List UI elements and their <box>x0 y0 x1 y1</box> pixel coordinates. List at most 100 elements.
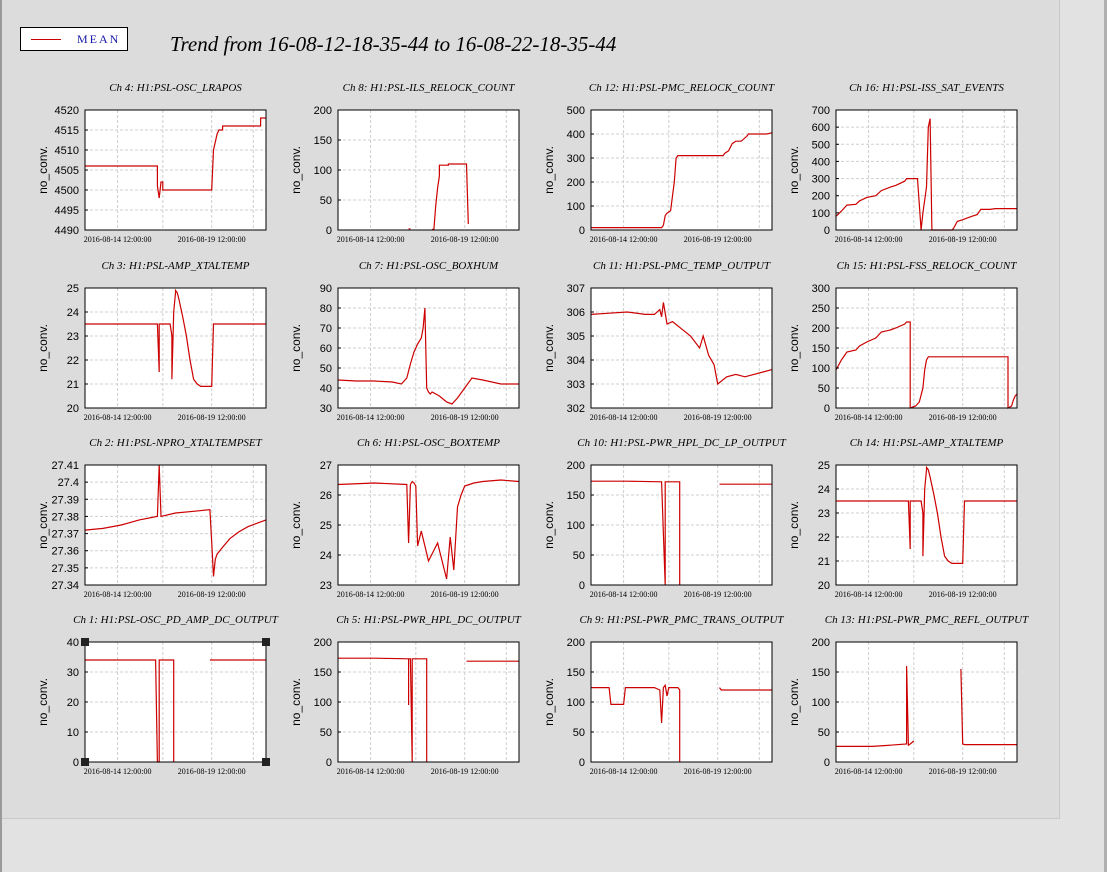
chart-panel-7[interactable]: Ch 11: H1:PSL-PMC_TEMP_OUTPUT 307 306 305 30… <box>542 260 773 422</box>
y-tick-label: 22 <box>818 532 830 544</box>
x-tick-label: 2016-08-14 12:00:00 <box>835 413 903 422</box>
y-tick-label: 200 <box>567 460 585 472</box>
y-tick-label: 20 <box>67 403 79 415</box>
y-axis-label: no_conv. <box>36 501 50 549</box>
x-tick-label: 2016-08-19 12:00:00 <box>178 413 246 422</box>
series-line-mean <box>835 118 1017 231</box>
series-line-mean <box>591 132 773 229</box>
y-tick-label: 700 <box>812 105 830 117</box>
x-tick-label: 2016-08-14 12:00:00 <box>84 235 152 244</box>
y-axis-label: no_conv. <box>787 146 801 194</box>
y-tick-label: 150 <box>812 667 830 679</box>
y-tick-label: 200 <box>812 323 830 335</box>
y-tick-label: 400 <box>812 156 830 168</box>
y-tick-label: 200 <box>812 637 830 649</box>
y-tick-label: 60 <box>320 343 332 355</box>
y-tick-label: 0 <box>579 225 585 237</box>
y-tick-label: 4515 <box>55 125 79 137</box>
y-tick-label: 20 <box>67 697 79 709</box>
chart-panel-11[interactable]: Ch 10: H1:PSL-PWR_HPL_DC_LP_OUTPUT 200 150… <box>542 437 787 599</box>
chart-panel-1[interactable]: Ch 4: H1:PSL-OSC_LRAPOS 4520 4515 4510 4505 4… <box>36 82 267 244</box>
chart-title: Ch 11: H1:PSL-PMC_TEMP_OUTPUT <box>593 260 771 272</box>
legend-label: MEAN <box>77 32 121 46</box>
series-line-mean <box>337 479 520 580</box>
y-tick-label: 100 <box>314 165 332 177</box>
y-tick-label: 26 <box>320 490 332 502</box>
series-line-mean <box>591 683 772 762</box>
chart-panel-3[interactable]: Ch 12: H1:PSL-PMC_RELOCK_COUNT 500 400 300 2… <box>542 82 775 244</box>
y-tick-label: 50 <box>320 363 332 375</box>
chart-panel-8[interactable]: Ch 15: H1:PSL-FSS_RELOCK_COUNT 300 250 200 1… <box>787 260 1018 422</box>
chart-title: Ch 16: H1:PSL-ISS_SAT_EVENTS <box>849 82 1004 94</box>
y-tick-label: 0 <box>824 225 830 237</box>
chart-panel-6[interactable]: Ch 7: H1:PSL-OSC_BOXHUM 90 80 70 60 50 40 30 no_… <box>289 260 520 422</box>
selection-handle[interactable] <box>262 638 270 646</box>
chart-panel-14[interactable]: Ch 5: H1:PSL-PWR_HPL_DC_OUTPUT 200 150 100 5… <box>289 614 522 776</box>
y-axis-label: no_conv. <box>36 146 50 194</box>
series-line-mean <box>85 117 266 199</box>
chart-panel-9[interactable]: Ch 2: H1:PSL-NPRO_XTALTEMPSET 27.41 27.4 27… <box>36 437 267 599</box>
y-tick-label: 30 <box>320 403 332 415</box>
x-tick-label: 2016-08-14 12:00:00 <box>835 235 903 244</box>
y-tick-label: 500 <box>812 139 830 151</box>
legend-line-swatch <box>31 39 61 40</box>
x-tick-label: 2016-08-14 12:00:00 <box>337 590 405 599</box>
y-tick-label: 150 <box>812 343 830 355</box>
chart-title: Ch 9: H1:PSL-PWR_PMC_TRANS_OUTPUT <box>579 614 784 626</box>
y-axis-label: no_conv. <box>787 324 801 372</box>
y-tick-label: 4490 <box>55 225 79 237</box>
chart-title: Ch 2: H1:PSL-NPRO_XTALTEMPSET <box>89 437 262 449</box>
x-tick-label: 2016-08-19 12:00:00 <box>684 235 752 244</box>
y-axis-label: no_conv. <box>542 501 556 549</box>
chart-panel-12[interactable]: Ch 14: H1:PSL-AMP_XTALTEMP 25 24 23 22 21 20 no… <box>787 437 1018 599</box>
series-line-mean <box>408 163 469 230</box>
y-axis-label: no_conv. <box>289 501 303 549</box>
y-tick-label: 304 <box>567 355 585 367</box>
x-tick-label: 2016-08-14 12:00:00 <box>590 590 658 599</box>
chart-panel-4[interactable]: Ch 16: H1:PSL-ISS_SAT_EVENTS 700 600 500 400… <box>787 82 1018 244</box>
y-tick-label: 30 <box>67 667 79 679</box>
y-axis-label: no_conv. <box>36 678 50 726</box>
x-tick-label: 2016-08-14 12:00:00 <box>84 413 152 422</box>
y-tick-label: 27.39 <box>51 494 79 506</box>
chart-title: Ch 6: H1:PSL-OSC_BOXTEMP <box>357 437 500 449</box>
chart-title: Ch 10: H1:PSL-PWR_HPL_DC_LP_OUTPUT <box>577 437 786 449</box>
selection-handle[interactable] <box>262 758 270 766</box>
y-tick-label: 200 <box>314 105 332 117</box>
x-tick-label: 2016-08-14 12:00:00 <box>337 413 405 422</box>
y-tick-label: 4495 <box>55 205 79 217</box>
y-tick-label: 300 <box>812 174 830 186</box>
chart-title: Ch 5: H1:PSL-PWR_HPL_DC_OUTPUT <box>336 614 521 626</box>
plot-area <box>836 465 1017 585</box>
plot-area <box>85 465 266 585</box>
y-tick-label: 600 <box>812 122 830 134</box>
y-tick-label: 27.37 <box>51 529 79 541</box>
chart-panel-13[interactable]: Ch 1: H1:PSL-OSC_PD_AMP_DC_OUTPUT4030201… <box>36 614 279 776</box>
chart-panel-2[interactable]: Ch 8: H1:PSL-ILS_RELOCK_COUNT 200 150 100 50… <box>289 82 520 244</box>
x-tick-label: 2016-08-19 12:00:00 <box>929 413 997 422</box>
y-tick-label: 25 <box>67 283 79 295</box>
y-tick-label: 300 <box>567 153 585 165</box>
chart-panel-10[interactable]: Ch 6: H1:PSL-OSC_BOXTEMP 27 26 25 24 23 no_con… <box>289 437 520 599</box>
x-tick-label: 2016-08-14 12:00:00 <box>590 413 658 422</box>
y-tick-label: 10 <box>67 727 79 739</box>
window-right-edge <box>1104 0 1107 872</box>
chart-title: Ch 12: H1:PSL-PMC_RELOCK_COUNT <box>589 82 775 94</box>
y-tick-label: 23 <box>67 331 79 343</box>
x-tick-label: 2016-08-14 12:00:00 <box>835 767 903 776</box>
chart-panel-5[interactable]: Ch 3: H1:PSL-AMP_XTALTEMP 25 24 23 22 21 20 no_… <box>36 260 267 422</box>
y-tick-label: 400 <box>567 129 585 141</box>
selection-handle[interactable] <box>81 758 89 766</box>
chart-panel-16[interactable]: Ch 13: H1:PSL-PWR_PMC_REFL_OUTPUT 200 150 1… <box>787 614 1029 776</box>
selection-handle[interactable] <box>81 638 89 646</box>
y-axis-label: no_conv. <box>787 678 801 726</box>
x-tick-label: 2016-08-19 12:00:00 <box>684 590 752 599</box>
y-tick-label: 500 <box>567 105 585 117</box>
x-tick-label: 2016-08-14 12:00:00 <box>590 235 658 244</box>
y-tick-label: 24 <box>320 550 332 562</box>
y-axis-label: no_conv. <box>289 324 303 372</box>
x-tick-label: 2016-08-19 12:00:00 <box>929 235 997 244</box>
y-tick-label: 50 <box>818 383 830 395</box>
main-title: Trend from 16-08-12-18-35-44 to 16-08-22… <box>170 32 617 56</box>
chart-panel-15[interactable]: Ch 9: H1:PSL-PWR_PMC_TRANS_OUTPUT 200 150 1… <box>542 614 784 776</box>
